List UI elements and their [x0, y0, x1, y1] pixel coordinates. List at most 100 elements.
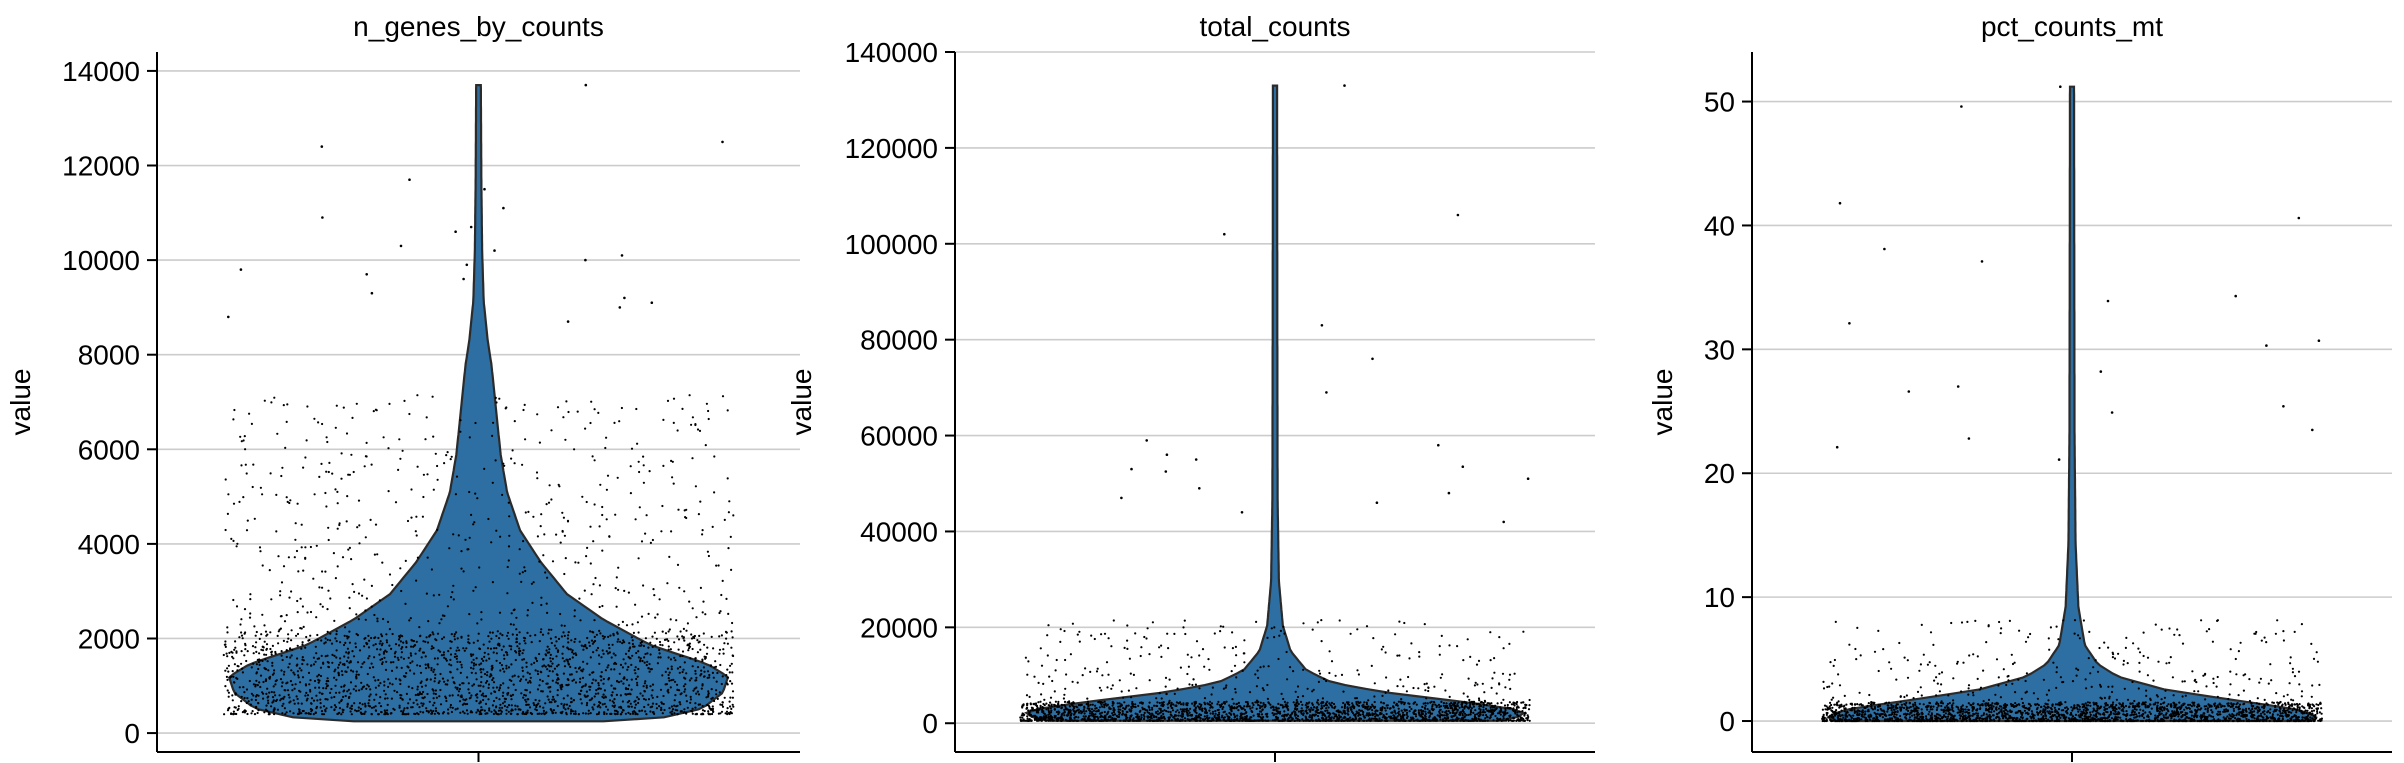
data-point	[1155, 704, 1158, 708]
data-point	[545, 654, 548, 657]
data-point	[298, 689, 301, 692]
data-point	[536, 672, 540, 676]
data-point	[591, 682, 594, 685]
data-point	[1330, 716, 1333, 719]
data-point	[1512, 709, 1515, 712]
data-point	[282, 673, 285, 676]
data-point	[438, 622, 441, 625]
data-point	[593, 459, 596, 462]
data-point	[554, 636, 557, 639]
data-point	[1146, 709, 1149, 712]
data-point	[1461, 718, 1464, 721]
data-point	[653, 631, 657, 634]
outlier-point	[365, 273, 369, 276]
data-point	[1253, 719, 1256, 722]
data-point	[1155, 697, 1158, 700]
outlier-point	[469, 225, 473, 229]
data-point	[1170, 719, 1173, 722]
data-point	[561, 652, 564, 655]
data-point	[569, 648, 572, 651]
data-point	[636, 713, 639, 716]
data-point	[333, 676, 336, 679]
data-point	[610, 656, 613, 659]
data-point	[547, 501, 551, 504]
data-point	[1198, 702, 1201, 706]
data-point	[451, 706, 454, 709]
data-point	[1215, 717, 1218, 721]
data-point	[1283, 718, 1286, 721]
data-point	[1269, 703, 1272, 706]
data-point	[357, 499, 361, 502]
data-point	[1290, 719, 1293, 722]
data-point	[288, 696, 291, 699]
data-point	[436, 528, 439, 532]
data-point	[1148, 708, 1151, 712]
data-point	[406, 519, 410, 523]
data-point	[592, 651, 595, 654]
data-point	[730, 662, 733, 665]
data-point	[674, 659, 677, 662]
data-point	[1174, 719, 1177, 722]
data-point	[1438, 709, 1442, 712]
data-point	[246, 697, 249, 700]
data-point	[297, 708, 301, 711]
data-point	[1045, 714, 1048, 717]
data-point	[503, 657, 506, 660]
data-point	[1403, 703, 1406, 706]
data-point	[603, 711, 606, 714]
data-point	[1122, 707, 1125, 710]
data-point	[254, 646, 257, 649]
data-point	[1390, 711, 1393, 714]
data-point	[1100, 719, 1103, 722]
data-point	[1479, 708, 1482, 711]
data-point	[280, 581, 284, 584]
data-point	[387, 685, 390, 689]
data-point	[320, 710, 324, 713]
data-point	[709, 713, 712, 716]
data-point	[605, 518, 608, 521]
data-point	[410, 654, 413, 657]
data-point	[306, 611, 309, 614]
data-point	[1166, 632, 1169, 635]
data-point	[1469, 711, 1473, 714]
data-point	[324, 570, 327, 573]
data-point	[259, 685, 262, 689]
data-point	[1045, 716, 1048, 719]
data-point	[462, 570, 465, 573]
data-point	[1171, 709, 1175, 712]
data-point	[289, 680, 292, 683]
data-point	[1231, 698, 1234, 701]
data-point	[1101, 715, 1104, 718]
data-point	[706, 695, 710, 698]
data-point	[1499, 713, 1502, 716]
data-point	[530, 582, 534, 585]
data-point	[262, 680, 265, 684]
data-point	[422, 473, 425, 476]
data-point	[318, 475, 321, 478]
data-point	[416, 465, 419, 468]
data-point	[584, 684, 587, 687]
data-point	[1258, 713, 1261, 716]
data-point	[704, 657, 707, 660]
data-point	[1279, 703, 1282, 707]
data-point	[1504, 709, 1507, 712]
data-point	[1127, 689, 1130, 692]
data-point	[1316, 714, 1320, 718]
data-point	[521, 669, 524, 673]
data-point	[307, 671, 311, 675]
data-point	[409, 669, 412, 672]
data-point	[715, 693, 718, 696]
data-point	[483, 655, 486, 659]
data-point	[1096, 667, 1099, 670]
data-point	[227, 691, 230, 694]
data-point	[634, 603, 637, 606]
data-point	[258, 637, 261, 641]
data-point	[1156, 713, 1159, 716]
data-point	[250, 666, 253, 669]
data-point	[1477, 711, 1480, 715]
data-point	[1260, 713, 1264, 716]
data-point	[1024, 656, 1027, 659]
data-point	[321, 586, 324, 589]
data-point	[548, 669, 551, 673]
data-point	[1490, 709, 1493, 712]
